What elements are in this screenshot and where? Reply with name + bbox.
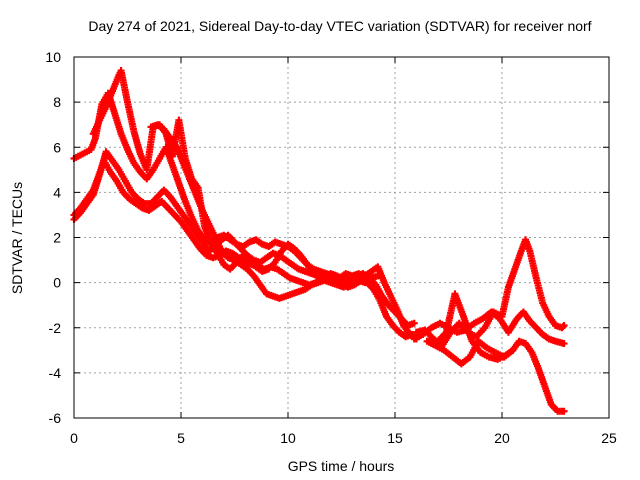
y-tick-label: 8 (53, 94, 61, 110)
series-track-2 (70, 148, 418, 329)
data-series (70, 67, 568, 415)
series-track-9 (425, 290, 517, 363)
axis-ticks (73, 56, 610, 419)
data-point (560, 340, 568, 348)
data-point (372, 281, 380, 289)
x-tick-label: 15 (387, 430, 403, 446)
chart-title: Day 274 of 2021, Sidereal Day-to-day VTE… (88, 18, 591, 34)
data-point (374, 272, 382, 280)
data-point (560, 407, 568, 415)
y-tick-label: -2 (49, 320, 62, 336)
series-track-5 (147, 121, 380, 302)
series-track-8 (423, 337, 568, 415)
x-tick-label: 20 (494, 430, 510, 446)
gridlines (74, 57, 609, 418)
data-point (410, 319, 418, 327)
axis-tick-labels: 0 5 10 15 20 25 -6 -4 -2 0 2 4 6 8 10 (45, 49, 617, 446)
y-tick-label: 2 (53, 230, 61, 246)
series-track-3 (70, 89, 420, 343)
y-tick-label: -4 (49, 365, 62, 381)
data-point (560, 321, 568, 329)
series-line (73, 91, 418, 341)
y-tick-label: 6 (53, 139, 61, 155)
y-tick-label: -6 (49, 410, 62, 426)
data-point (509, 346, 517, 354)
y-tick-label: 10 (45, 49, 61, 65)
x-tick-label: 0 (70, 430, 78, 446)
y-tick-label: 0 (53, 275, 61, 291)
x-tick-label: 5 (177, 430, 185, 446)
x-axis-label: GPS time / hours (288, 458, 395, 474)
x-tick-label: 25 (601, 430, 617, 446)
series-track-7 (412, 236, 568, 350)
y-axis-label: SDTVAR / TECUs (9, 182, 25, 294)
y-tick-label: 4 (53, 184, 61, 200)
x-tick-label: 10 (280, 430, 296, 446)
